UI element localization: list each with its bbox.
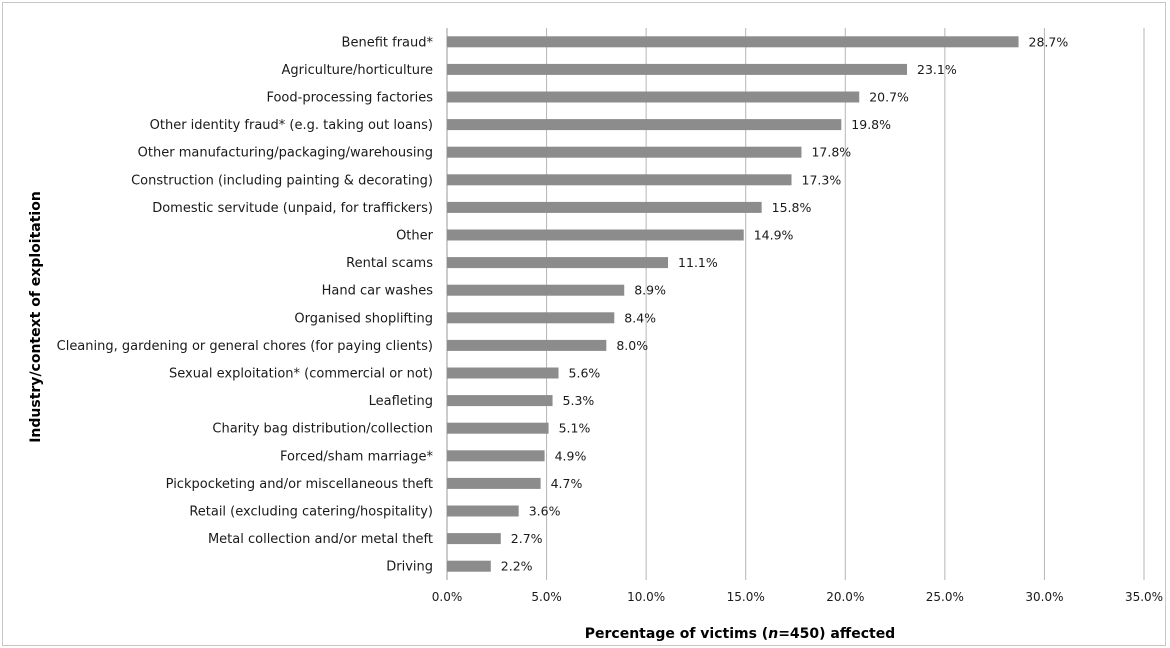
x-tick-labels: 0.0% 5.0% 10.0% 15.0% 20.0% 25.0% 30.0% 35.0%: [432, 590, 1163, 604]
bar: [447, 339, 607, 351]
bar: [447, 533, 501, 545]
category-label: Organised shoplifting: [294, 311, 433, 326]
bar: [447, 560, 491, 572]
category-label: Pickpocketing and/or miscellaneous theft: [166, 477, 433, 492]
x-tick-label: 0.0%: [432, 590, 463, 604]
data-label: 14.9%: [754, 228, 794, 243]
data-label: 8.9%: [634, 283, 666, 298]
category-label: Forced/sham marriage*: [280, 449, 433, 464]
gridlines: [446, 28, 1145, 580]
data-label: 4.9%: [555, 448, 587, 463]
bar: [447, 477, 541, 489]
category-label: Charity bag distribution/collection: [212, 422, 433, 437]
bar: [447, 201, 762, 213]
x-tick-label: 25.0%: [926, 590, 964, 604]
bar: [447, 146, 802, 158]
data-label: 5.1%: [559, 421, 591, 436]
data-label: 17.8%: [811, 145, 851, 160]
category-labels: Benefit fraud* Agriculture/horticulture Fo…: [57, 35, 434, 574]
bar: [447, 395, 553, 407]
bar: [447, 257, 669, 269]
category-label: Driving: [386, 560, 433, 575]
category-label: Metal collection and/or metal theft: [208, 532, 433, 547]
category-label: Other: [396, 229, 434, 244]
category-label: Retail (excluding catering/hospitality): [189, 505, 433, 520]
category-label: Domestic servitude (unpaid, for traffick…: [152, 201, 433, 216]
data-label: 23.1%: [917, 62, 957, 77]
x-tick-label: 35.0%: [1125, 590, 1163, 604]
data-label: 8.0%: [616, 338, 648, 353]
data-label: 19.8%: [851, 117, 891, 132]
category-label: Sexual exploitation* (commercial or not): [169, 367, 433, 382]
data-label: 8.4%: [624, 310, 656, 325]
category-label: Rental scams: [346, 256, 433, 271]
data-label: 17.3%: [802, 172, 842, 187]
category-label: Hand car washes: [322, 284, 434, 299]
bar: [447, 312, 615, 324]
data-label: 3.6%: [529, 504, 561, 519]
category-label: Benefit fraud*: [342, 35, 434, 50]
data-label: 15.8%: [772, 200, 812, 215]
x-tick-label: 10.0%: [627, 590, 665, 604]
bar: [447, 119, 842, 131]
data-label: 2.7%: [511, 531, 543, 546]
bar: [447, 505, 519, 517]
value-labels: 28.7% 23.1% 20.7% 19.8%17.8% 17.3% 15.8% 14.9%…: [501, 34, 1069, 573]
x-axis-title: Percentage of victims (n=450) affected: [585, 626, 895, 642]
category-label: Agriculture/horticulture: [281, 63, 433, 78]
x-tick-label: 30.0%: [1025, 590, 1063, 604]
bar: [447, 450, 545, 462]
y-axis-title: Industry/context of exploitation: [28, 191, 44, 443]
bar: [447, 91, 860, 103]
x-tick-label: 20.0%: [826, 590, 864, 604]
category-label: Food-processing factories: [266, 91, 433, 106]
data-label: 28.7%: [1029, 34, 1069, 49]
data-label: 5.3%: [563, 393, 595, 408]
bar: [447, 284, 625, 296]
data-label: 4.7%: [551, 476, 583, 491]
data-label: 2.2%: [501, 559, 533, 574]
category-label: Cleaning, gardening or general chores (f…: [57, 339, 433, 354]
data-label: 20.7%: [869, 90, 909, 105]
category-label: Leafleting: [369, 394, 433, 409]
bar: [447, 422, 549, 434]
bar: [447, 367, 559, 379]
bar: [447, 36, 1019, 48]
x-tick-label: 15.0%: [727, 590, 765, 604]
bars: [447, 36, 1019, 572]
category-label: Construction (including painting & decor…: [131, 173, 433, 188]
data-label: 5.6%: [569, 366, 601, 381]
x-tick-label: 5.0%: [531, 590, 562, 604]
category-label: Other identity fraud* (e.g. taking out l…: [150, 118, 433, 133]
bar: [447, 174, 792, 186]
bar: [447, 229, 744, 241]
data-label: 11.1%: [678, 255, 718, 270]
category-label: Other manufacturing/packaging/warehousin…: [138, 146, 433, 161]
bar: [447, 63, 908, 75]
